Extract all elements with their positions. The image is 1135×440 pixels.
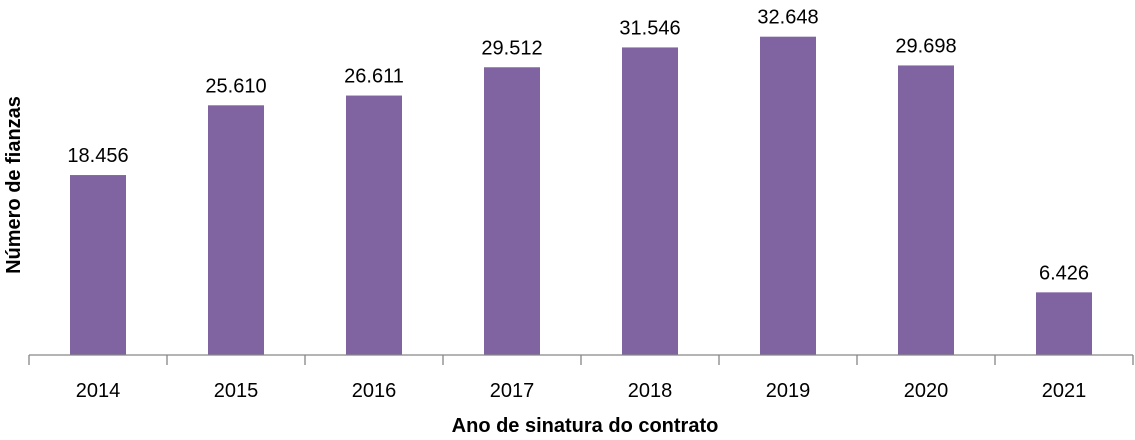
x-axis [28, 354, 1134, 365]
bar-2014 [70, 175, 126, 355]
x-tick-label-2018: 2018 [628, 380, 673, 402]
bar-2021 [1036, 292, 1092, 355]
x-tick-labels-group: 2014 2015 2016 2017 2018 2019 2020 2021 [76, 380, 1087, 402]
bar-2017 [484, 67, 540, 356]
y-axis-title: Número de fianzas [3, 96, 25, 274]
data-label-2019: 32.648 [757, 7, 818, 29]
x-tick-label-2017: 2017 [490, 380, 535, 402]
x-tick-label-2021: 2021 [1042, 380, 1087, 402]
bar-2015 [208, 105, 264, 356]
bar-2019 [760, 36, 816, 355]
x-tick-label-2019: 2019 [766, 380, 811, 402]
x-axis-title: Ano de sinatura do contrato [452, 415, 719, 437]
data-label-2016: 26.611 [344, 66, 404, 88]
data-label-2017: 29.512 [481, 37, 542, 59]
bars-group [70, 36, 1092, 356]
data-label-2020: 29.698 [895, 35, 956, 57]
x-tick-label-2015: 2015 [214, 380, 259, 402]
bar-2016 [346, 95, 402, 355]
data-label-2018: 31.546 [619, 17, 680, 39]
bar-2020 [898, 65, 954, 355]
x-tick-label-2020: 2020 [904, 380, 949, 402]
data-label-2014: 18.456 [67, 145, 128, 167]
data-label-2021: 6.426 [1039, 262, 1089, 284]
bar-2018 [622, 47, 678, 355]
x-tick-label-2016: 2016 [352, 380, 397, 402]
data-label-2015: 25.610 [205, 75, 266, 97]
x-tick-label-2014: 2014 [76, 380, 121, 402]
data-labels-group: 18.456 25.610 26.611 29.512 31.546 32.648 29.6… [67, 7, 1089, 285]
